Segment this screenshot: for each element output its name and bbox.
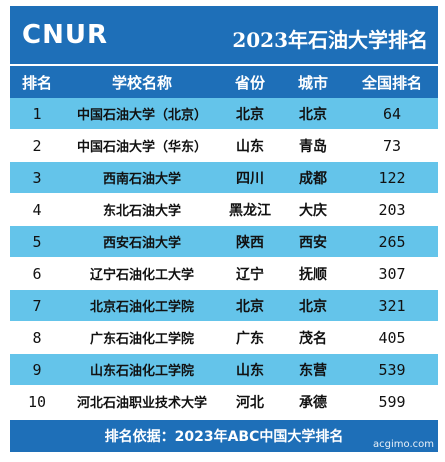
table-row: 1 中国石油大学（北京） 北京 北京 64 — [10, 98, 438, 129]
rank-cell: 9 — [32, 360, 42, 379]
column-header-rank: 排名 — [21, 73, 52, 92]
national-rank-cell: 307 — [378, 264, 406, 283]
ranking-source-footer: 排名依据：2023年ABC中国大学排名 — [10, 420, 438, 452]
city-cell: 西安 — [299, 234, 327, 251]
school-name-cell: 中国石油大学（华东） — [76, 140, 207, 155]
table-row: 4 东北石油大学 黑龙江 大庆 203 — [10, 194, 438, 225]
national-rank-cell: 539 — [378, 360, 406, 379]
school-name-cell: 东北石油大学 — [102, 204, 181, 219]
city-cell: 抚顺 — [299, 266, 327, 283]
cnur-logo: CNUR — [22, 20, 108, 50]
city-cell: 大庆 — [299, 202, 327, 219]
rank-cell: 3 — [32, 168, 42, 187]
national-rank-cell: 203 — [378, 200, 406, 219]
rank-cell: 6 — [32, 264, 42, 283]
city-cell: 青岛 — [299, 138, 327, 155]
province-cell: 山东 — [236, 362, 264, 379]
table-row: 5 西安石油大学 陕西 西安 265 — [10, 226, 438, 257]
rank-cell: 4 — [32, 200, 42, 219]
province-cell: 北京 — [236, 106, 264, 123]
table-row: 2 中国石油大学（华东） 山东 青岛 73 — [10, 130, 438, 161]
column-header-province: 省份 — [234, 73, 265, 92]
school-name-cell: 广东石油化工学院 — [89, 332, 194, 347]
table-row: 7 北京石油化工学院 北京 北京 321 — [10, 290, 438, 321]
table-row: 10 河北石油职业技术大学 河北 承德 599 — [10, 386, 438, 417]
province-cell: 四川 — [236, 170, 264, 187]
school-name-cell: 山东石油化工学院 — [89, 364, 194, 379]
national-rank-cell: 122 — [378, 168, 406, 187]
page-title: 2023年石油大学排名 — [232, 28, 428, 52]
rank-cell: 8 — [32, 328, 42, 347]
column-header-national-rank: 全国排名 — [361, 73, 422, 92]
rank-cell: 2 — [32, 136, 42, 155]
school-name-cell: 辽宁石油化工大学 — [89, 268, 194, 283]
footer-text: 排名依据：2023年ABC中国大学排名 — [104, 429, 344, 445]
province-cell: 广东 — [236, 330, 264, 347]
rank-cell: 5 — [32, 232, 42, 251]
table-row: 9 山东石油化工学院 山东 东营 539 — [10, 354, 438, 385]
school-name-cell: 中国石油大学（北京） — [76, 108, 207, 123]
city-cell: 东营 — [299, 362, 327, 379]
header-bar: CNUR 2023年石油大学排名 — [10, 6, 438, 64]
table-row: 3 西南石油大学 四川 成都 122 — [10, 162, 438, 193]
column-header-school: 学校名称 — [111, 73, 172, 92]
national-rank-cell: 73 — [382, 136, 402, 155]
national-rank-cell: 321 — [378, 296, 406, 315]
national-rank-cell: 599 — [378, 392, 406, 411]
province-cell: 北京 — [236, 298, 264, 315]
school-name-cell: 北京石油化工学院 — [89, 300, 194, 315]
table-row: 6 辽宁石油化工大学 辽宁 抚顺 307 — [10, 258, 438, 289]
province-cell: 陕西 — [236, 234, 264, 251]
national-rank-cell: 405 — [378, 328, 406, 347]
city-cell: 成都 — [299, 170, 327, 187]
rank-cell: 10 — [27, 392, 47, 411]
national-rank-cell: 265 — [378, 232, 406, 251]
city-cell: 北京 — [299, 106, 327, 123]
rank-cell: 7 — [32, 296, 42, 315]
city-cell: 茂名 — [299, 330, 327, 347]
table-header: 排名 学校名称 省份 城市 全国排名 — [10, 66, 438, 98]
school-name-cell: 河北石油职业技术大学 — [76, 396, 207, 411]
city-cell: 北京 — [299, 298, 327, 315]
city-cell: 承德 — [299, 394, 327, 411]
school-name-cell: 西南石油大学 — [102, 172, 181, 187]
ranking-card: CNUR 2023年石油大学排名 排名 学校名称 省份 城市 全国排名 1 中国… — [10, 6, 438, 452]
table-row: 8 广东石油化工学院 广东 茂名 405 — [10, 322, 438, 353]
watermark: acgimo.com — [373, 439, 434, 450]
rank-cell: 1 — [32, 104, 42, 123]
school-name-cell: 西安石油大学 — [102, 236, 181, 251]
province-cell: 辽宁 — [236, 266, 264, 283]
province-cell: 河北 — [236, 394, 264, 411]
national-rank-cell: 64 — [382, 104, 402, 123]
province-cell: 山东 — [236, 138, 264, 155]
province-cell: 黑龙江 — [229, 202, 271, 219]
column-header-city: 城市 — [297, 73, 328, 92]
